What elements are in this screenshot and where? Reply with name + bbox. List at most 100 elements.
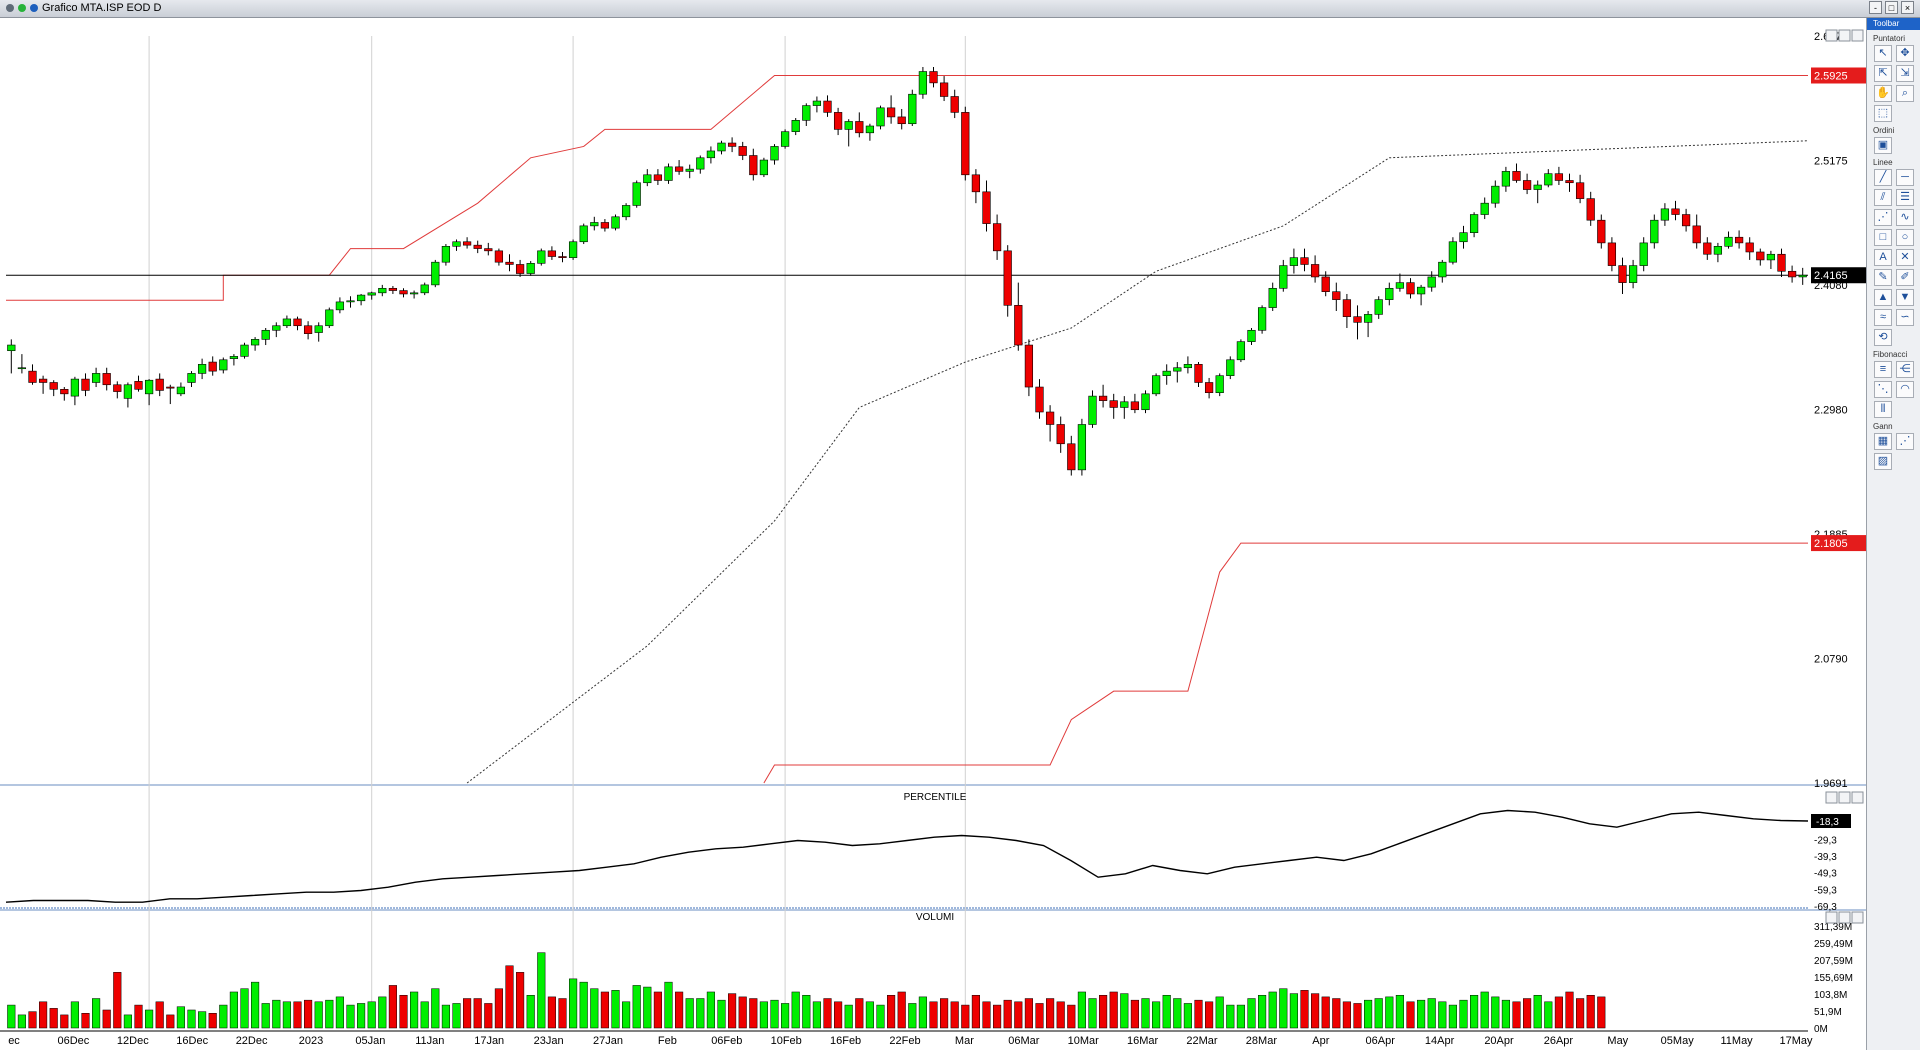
volume-bar	[1342, 1001, 1351, 1029]
candle-body	[166, 386, 175, 389]
pointer-icon[interactable]: ↖	[1874, 45, 1892, 62]
candle-body	[1798, 274, 1807, 278]
percentile-tick-label: -69,3	[1814, 902, 1837, 913]
candle-body	[1045, 411, 1055, 425]
volume-bar	[1586, 994, 1595, 1029]
candle-body	[155, 378, 164, 391]
candle-body	[1575, 182, 1585, 199]
fib-fan-icon[interactable]: ⋱	[1874, 381, 1892, 398]
candle-body	[123, 384, 133, 399]
horizontal-line-icon[interactable]: ─	[1896, 169, 1914, 186]
select-plus-icon[interactable]: ⇲	[1896, 65, 1914, 82]
volume-bar	[516, 972, 525, 1029]
price-tick-label: 2.5175	[1814, 156, 1848, 168]
volume-bar	[1321, 996, 1330, 1029]
candle-body	[590, 222, 599, 227]
gann-grid-icon[interactable]: ▦	[1874, 433, 1892, 450]
status-dot-icon	[18, 4, 26, 12]
wave-alt-icon[interactable]: ∽	[1896, 309, 1914, 326]
candle-body	[1067, 443, 1076, 471]
candle-body	[1395, 282, 1405, 289]
channel-icon[interactable]: ☰	[1896, 189, 1914, 206]
candle-body	[664, 166, 673, 181]
zoom-icon[interactable]: ⌕	[1896, 85, 1914, 102]
volume-bar	[1268, 991, 1277, 1029]
fib-arc-icon[interactable]: ◠	[1896, 381, 1914, 398]
volume-bar	[622, 1001, 631, 1029]
fib-retracement-icon[interactable]: ≡	[1874, 361, 1892, 378]
pencil-icon[interactable]: ✎	[1874, 269, 1892, 286]
candle-body	[356, 294, 366, 302]
candle-body	[303, 325, 313, 334]
arrow-down-icon[interactable]: ▼	[1896, 289, 1914, 306]
volume-bar	[441, 1004, 450, 1029]
candle-body	[780, 131, 790, 147]
volume-bar	[1088, 998, 1097, 1029]
chart-area[interactable]: 2.62732.51752.40802.29802.18852.07901.96…	[0, 18, 1866, 1050]
chart-svg[interactable]: 2.62732.51752.40802.29802.18852.07901.96…	[0, 18, 1866, 1050]
volume-bar	[1120, 993, 1129, 1029]
menu-icon[interactable]	[6, 4, 14, 12]
volume-bar	[304, 999, 313, 1029]
candle-body	[91, 373, 101, 383]
candle-body	[1713, 245, 1723, 255]
volume-bar	[600, 991, 609, 1029]
volume-bar	[1395, 994, 1404, 1029]
volume-bar	[219, 1004, 228, 1029]
volume-bar	[1512, 1001, 1521, 1029]
volume-bar	[1130, 999, 1139, 1029]
maximize-button[interactable]: □	[1885, 1, 1898, 14]
cycle-icon[interactable]: ⟲	[1874, 329, 1892, 346]
candle-body	[1268, 287, 1277, 308]
candle-body	[643, 174, 652, 184]
ellipse-icon[interactable]: ○	[1896, 229, 1914, 246]
volume-bar	[60, 1014, 69, 1029]
regression-icon[interactable]: ⋰	[1874, 209, 1892, 226]
volume-bar	[558, 998, 567, 1029]
candle-body	[1597, 219, 1606, 244]
candle-body	[282, 318, 292, 327]
volume-bar	[1226, 1004, 1235, 1029]
volume-bar	[961, 1004, 970, 1029]
close-button[interactable]: ×	[1901, 1, 1914, 14]
order-icon[interactable]: ▣	[1874, 137, 1892, 154]
gann-square-icon[interactable]: ▨	[1874, 453, 1892, 470]
cross-pointer-icon[interactable]: ✥	[1896, 45, 1914, 62]
candle-body	[696, 157, 705, 170]
highlighter-icon[interactable]: ✐	[1896, 269, 1914, 286]
candle-body	[1618, 265, 1627, 283]
candle-body	[1522, 180, 1532, 190]
fib-time-icon[interactable]: ⦀	[1874, 401, 1892, 418]
candle-body	[187, 373, 196, 383]
volume-bar	[1364, 999, 1373, 1029]
candle-body	[70, 378, 80, 397]
candle-body	[1660, 208, 1670, 221]
candle-body	[431, 261, 440, 286]
polyline-icon[interactable]: ∿	[1896, 209, 1914, 226]
drag-icon[interactable]: ✋	[1874, 85, 1892, 102]
play-icon[interactable]	[30, 4, 38, 12]
select-icon[interactable]: ⇱	[1874, 65, 1892, 82]
candle-body	[1077, 424, 1087, 471]
volume-bar	[1162, 994, 1171, 1029]
text-icon[interactable]: A	[1874, 249, 1892, 266]
candle-body	[102, 373, 111, 386]
fib-extension-icon[interactable]: ⋲	[1896, 361, 1914, 378]
rectangle-icon[interactable]: □	[1874, 229, 1892, 246]
gann-fan-icon[interactable]: ⋰	[1896, 433, 1914, 450]
candle-body	[1639, 242, 1648, 266]
volume-tick-label: 155,69M	[1814, 973, 1853, 984]
x-axis-label: 16Mar	[1127, 1035, 1159, 1047]
wave-icon[interactable]: ≈	[1874, 309, 1892, 326]
volume-tick-label: 207,59M	[1814, 956, 1853, 967]
minimize-button[interactable]: -	[1869, 1, 1882, 14]
volume-bar	[187, 1009, 196, 1029]
parallel-lines-icon[interactable]: ⫽	[1874, 189, 1892, 206]
marquee-icon[interactable]: ⬚	[1874, 105, 1892, 122]
arrow-up-icon[interactable]: ▲	[1874, 289, 1892, 306]
crosshair-icon[interactable]: ✕	[1896, 249, 1914, 266]
upper-level-label-bg	[1811, 67, 1866, 84]
candle-body	[1279, 265, 1288, 289]
trendline-icon[interactable]: ╱	[1874, 169, 1892, 186]
candle-body	[113, 384, 122, 392]
